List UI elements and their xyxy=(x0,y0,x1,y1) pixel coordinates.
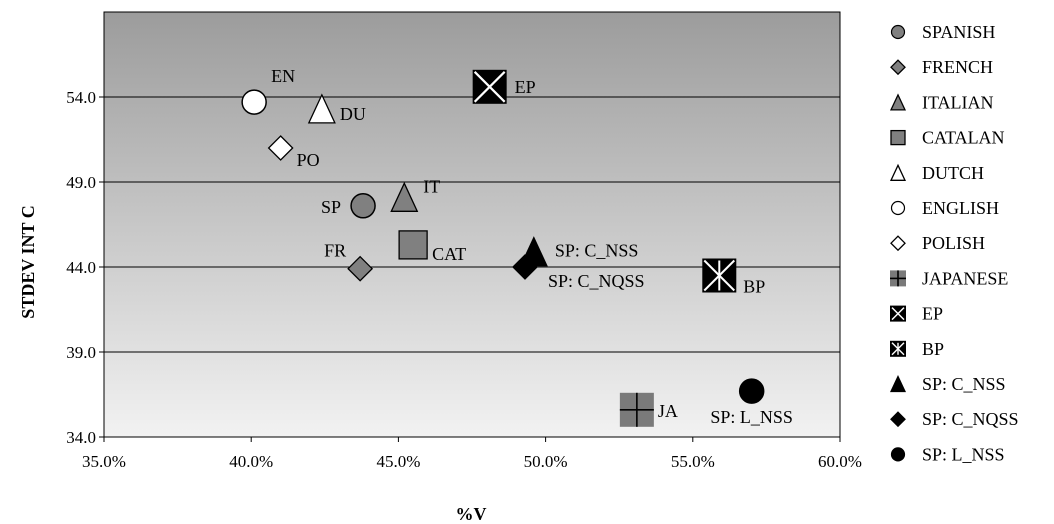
legend-label-french: FRENCH xyxy=(922,57,993,77)
y-tick-label: 39.0 xyxy=(66,343,96,362)
legend-label-sp-c-nqss: SP: C_NQSS xyxy=(922,409,1019,429)
marker-legend-catalan xyxy=(890,129,906,146)
marker-legend-japanese xyxy=(890,270,906,287)
marker-legend-bp xyxy=(890,340,906,357)
marker-legend-english xyxy=(890,200,906,216)
marker-legend-sp-c-nss xyxy=(889,374,907,393)
y-tick-label: 34.0 xyxy=(66,428,96,447)
marker-japanese xyxy=(619,392,654,427)
point-label-english: EN xyxy=(271,66,295,86)
x-tick-label: 45.0% xyxy=(376,452,420,471)
point-labels: SP FR IT CAT DU EN PO JA EP BP SP: C_NSS SP: C_NQSS… xyxy=(271,66,793,427)
marker-legend-ep xyxy=(890,305,906,322)
marker-legend-dutch xyxy=(889,163,907,181)
legend-label-italian: ITALIAN xyxy=(922,92,994,112)
x-axis-title: %V xyxy=(456,504,487,524)
point-label-dutch: DU xyxy=(340,104,366,124)
x-tick-label: 60.0% xyxy=(818,452,862,471)
legend-label-catalan: CATALAN xyxy=(922,128,1005,148)
point-label-spanish: SP xyxy=(321,197,341,217)
point-label-catalan: CAT xyxy=(432,244,466,264)
legend-label-bp: BP xyxy=(922,339,944,359)
point-label-french: FR xyxy=(324,241,346,261)
plot-area xyxy=(103,11,841,438)
marker-english xyxy=(241,89,267,115)
y-axis-title: STDEV INT C xyxy=(18,205,38,318)
y-tick-label: 44.0 xyxy=(66,258,96,277)
legend-label-japanese: JAPANESE xyxy=(922,268,1008,288)
legend-label-english: ENGLISH xyxy=(922,198,999,218)
marker-legend-polish xyxy=(890,235,906,252)
marker-dutch xyxy=(307,93,336,124)
x-tick-label: 55.0% xyxy=(671,452,715,471)
y-tick-label: 49.0 xyxy=(66,173,96,192)
marker-sp-c-nqss xyxy=(512,254,538,280)
marker-sp-l-nss xyxy=(738,378,765,404)
marker-legend-spanish xyxy=(890,24,906,40)
legend-label-polish: POLISH xyxy=(922,233,985,253)
marker-italian xyxy=(390,181,419,212)
legend-label-spanish: SPANISH xyxy=(922,22,995,42)
y-tick-label: 54.0 xyxy=(66,88,96,107)
legend: SPANISH FRENCH ITALIAN CATALAN DUTCH ENGLISH P… xyxy=(889,22,1019,464)
marker-catalan xyxy=(398,230,428,260)
point-label-sp-c-nqss: SP: C_NQSS xyxy=(548,271,645,291)
point-label-ep: EP xyxy=(515,77,536,97)
x-tick-label: 50.0% xyxy=(524,452,568,471)
axes: 34.0 39.0 44.0 49.0 54.0 35.0% 40.0% 45.0% 50.0%… xyxy=(66,88,862,471)
marker-spanish xyxy=(350,193,376,219)
legend-label-dutch: DUTCH xyxy=(922,163,984,183)
marker-ep xyxy=(472,69,507,104)
legend-label-sp-l-nss: SP: L_NSS xyxy=(922,444,1005,464)
data-points xyxy=(241,69,765,427)
point-label-japanese: JA xyxy=(658,401,678,421)
x-tick-label: 35.0% xyxy=(82,452,126,471)
point-label-polish: PO xyxy=(297,150,320,170)
marker-legend-italian xyxy=(889,93,907,111)
marker-legend-french xyxy=(890,59,906,76)
marker-polish xyxy=(267,135,294,161)
marker-french xyxy=(347,255,374,282)
marker-bp xyxy=(702,258,737,293)
point-label-italian: IT xyxy=(423,176,440,196)
marker-legend-sp-l-nss xyxy=(890,447,906,462)
point-label-sp-l-nss: SP: L_NSS xyxy=(710,407,793,427)
legend-label-sp-c-nss: SP: C_NSS xyxy=(922,374,1006,394)
x-tick-label: 40.0% xyxy=(229,452,273,471)
point-label-bp: BP xyxy=(743,277,765,297)
marker-legend-sp-c-nqss xyxy=(890,411,906,428)
point-label-sp-c-nss: SP: C_NSS xyxy=(555,241,639,261)
legend-label-ep: EP xyxy=(922,304,943,324)
